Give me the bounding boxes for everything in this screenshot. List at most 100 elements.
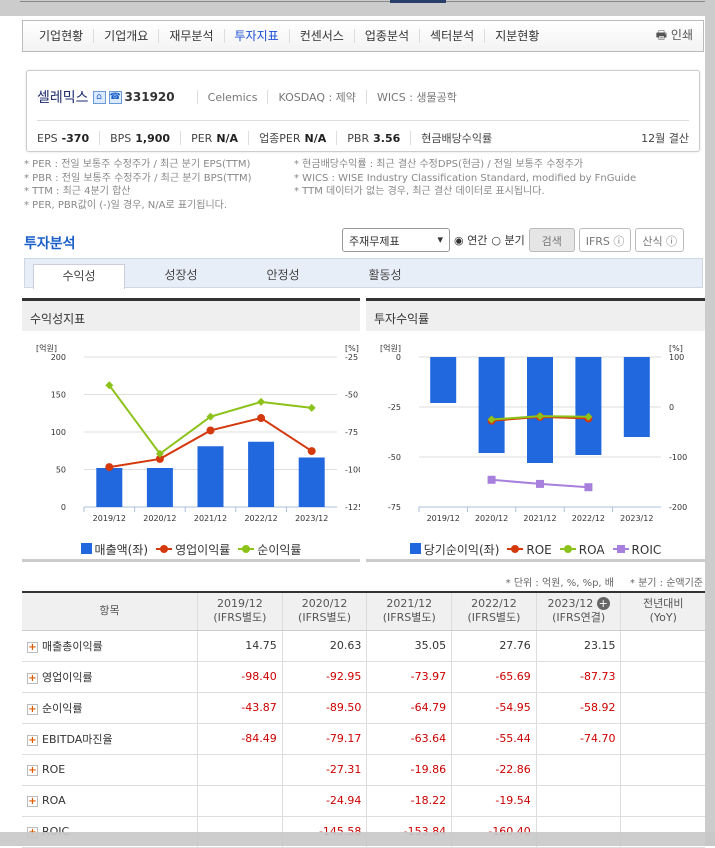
y-right-tick: -50 bbox=[345, 391, 358, 400]
expand-icon[interactable]: + bbox=[27, 734, 38, 746]
expand-icon[interactable]: + bbox=[596, 597, 610, 611]
note: * 현금배당수익률 : 최근 결산 수정DPS(현금) / 전일 보통주 수정주… bbox=[294, 159, 584, 170]
expand-icon[interactable]: + bbox=[27, 796, 38, 807]
y-right-unit: [%] bbox=[345, 344, 359, 353]
radio-label: 분기 bbox=[504, 234, 525, 247]
help-icon: ⓘ bbox=[613, 235, 625, 248]
nav-item-active[interactable]: 투자지표 bbox=[225, 29, 290, 43]
statement-select[interactable]: 주재무제표 ▾ bbox=[342, 228, 450, 252]
table-row: + 매출총이익률 14.75 20.63 35.05 27.76 23.15 bbox=[22, 630, 705, 662]
legend-label: 당기순이익(좌) bbox=[423, 543, 500, 557]
header-line: 2020/12 bbox=[301, 597, 348, 611]
header-line: 2022/12 bbox=[471, 597, 517, 611]
nav-item[interactable]: 재무분석 bbox=[159, 29, 225, 43]
expand-icon[interactable]: + bbox=[27, 641, 38, 653]
tab-activity[interactable]: 활동성 bbox=[368, 268, 402, 282]
row-label: ROA bbox=[42, 794, 66, 807]
value-cell: -43.87 bbox=[197, 692, 283, 724]
point bbox=[536, 412, 544, 421]
metric: 현금배당수익률 bbox=[421, 130, 496, 146]
radio-label: 연간 bbox=[467, 234, 488, 247]
fiscal-month: 12월 결산 bbox=[641, 132, 689, 145]
phone-icon[interactable]: ☎ bbox=[108, 90, 122, 104]
legend-label: 영업이익률 bbox=[175, 543, 231, 557]
nav-item[interactable]: 컨센서스 bbox=[290, 29, 355, 43]
wics: WICS : 생물공학 bbox=[376, 91, 457, 104]
ifrs-help-button[interactable]: IFRS ⓘ bbox=[578, 228, 632, 252]
legend-item[interactable]: 당기순이익(좌) bbox=[409, 541, 500, 558]
legend-label: ROE bbox=[526, 542, 552, 557]
metric-value: N/A bbox=[304, 132, 327, 145]
header-sub: (IFRS별도) bbox=[382, 611, 436, 625]
table-row: + 순이익률 -43.87 -89.50 -64.79 -54.95 -58.92 bbox=[22, 692, 705, 724]
metric: PER N/A bbox=[191, 132, 238, 145]
select-value: 주재무제표 bbox=[349, 235, 400, 248]
table-row: + ROE -27.31 -19.86 -22.86 bbox=[22, 754, 705, 786]
nav-item[interactable]: 섹터분석 bbox=[420, 29, 486, 43]
value-cell: 35.05 bbox=[366, 630, 452, 662]
formula-help-button[interactable]: 산식 ⓘ bbox=[635, 228, 685, 252]
legend-item[interactable]: 영업이익률 bbox=[156, 541, 230, 558]
nav-item[interactable]: 기업개요 bbox=[94, 29, 160, 43]
help-icon: ⓘ bbox=[666, 235, 678, 248]
stock-code: 331920 bbox=[124, 90, 175, 104]
legend-item[interactable]: ROA bbox=[559, 541, 605, 558]
legend-item[interactable]: ROE bbox=[507, 541, 552, 558]
point bbox=[206, 412, 215, 421]
radio-annual[interactable]: ◉ 연간 bbox=[454, 234, 488, 247]
table-row: + EBITDA마진율 -84.49 -79.17 -63.64 -55.44 -74.70 bbox=[22, 723, 705, 755]
legend-label: 순이익률 bbox=[257, 543, 302, 557]
value-cell: 20.63 bbox=[281, 630, 367, 662]
nav-item[interactable]: 기업현황 bbox=[29, 29, 95, 43]
value-cell: 27.76 bbox=[451, 630, 537, 662]
notes: * PER : 전일 보통주 수정주가 / 최근 분기 EPS(TTM) * P… bbox=[24, 158, 636, 212]
legend-item[interactable]: ROIC bbox=[612, 541, 661, 558]
print-label: 인쇄 bbox=[670, 27, 693, 42]
point bbox=[584, 483, 593, 492]
value-cell: -64.79 bbox=[366, 692, 452, 724]
legend-item[interactable]: 순이익률 bbox=[238, 541, 301, 558]
column-header: 2023/12 + (IFRS연결) bbox=[535, 592, 621, 631]
header-sub: (IFRS별도) bbox=[298, 611, 352, 625]
ratio-table: 항목 2019/12 (IFRS별도) 2020/12 (IFRS별도) 2021/12(… bbox=[22, 591, 705, 848]
note: * TTM : 최근 4분기 합산 bbox=[24, 186, 131, 197]
y-left-tick: 50 bbox=[56, 466, 66, 475]
expand-icon[interactable]: + bbox=[27, 672, 38, 684]
column-header: 2019/12 (IFRS별도) bbox=[197, 592, 283, 631]
column-header: 2020/12 (IFRS별도) bbox=[281, 592, 367, 631]
profitability-chart: [억원] [%] 200 -25 150 -50 100 -75 50 -100 0 -125 2019… bbox=[36, 343, 363, 523]
header-sub: (IFRS별도) bbox=[467, 611, 521, 625]
y-left-tick: -75 bbox=[388, 503, 401, 512]
chevron-down-icon: ▾ bbox=[437, 233, 443, 246]
note: * TTM 데이터가 없는 경우, 최근 결산 데이터로 표시됩니다. bbox=[294, 186, 545, 197]
print-button[interactable]: 🖶 인쇄 bbox=[656, 26, 693, 47]
x-tick: 2022/12 bbox=[244, 514, 277, 523]
nav-item[interactable]: 업종분석 bbox=[355, 29, 421, 43]
tab-growth[interactable]: 성장성 bbox=[164, 268, 198, 282]
radio-quarter[interactable]: ○ 분기 bbox=[491, 234, 525, 247]
value-cell: -54.95 bbox=[451, 692, 537, 724]
header-line: 항목 bbox=[99, 604, 120, 618]
value-cell: -87.73 bbox=[535, 661, 621, 693]
value-cell bbox=[535, 785, 621, 817]
company-info: 셀레믹스 ⌂ ☎ 331920 Celemics KOSDAQ : 제약 WIC… bbox=[26, 70, 700, 152]
ifrs-label: IFRS bbox=[585, 235, 610, 248]
bar bbox=[575, 357, 602, 455]
table-row: + ROA -24.94 -18.22 -19.54 bbox=[22, 785, 705, 817]
tab-profitability[interactable]: 수익성 bbox=[33, 264, 125, 289]
tab-stability[interactable]: 안정성 bbox=[266, 268, 300, 282]
search-button[interactable]: 검색 bbox=[528, 228, 575, 252]
point bbox=[487, 475, 496, 484]
printer-icon: 🖶 bbox=[655, 27, 668, 42]
home-icon[interactable]: ⌂ bbox=[92, 90, 106, 104]
value-cell: -73.97 bbox=[366, 661, 452, 693]
expand-icon[interactable]: + bbox=[27, 765, 38, 776]
bar bbox=[527, 357, 553, 463]
point bbox=[155, 454, 164, 463]
legend-item[interactable]: 매출액(좌) bbox=[80, 541, 148, 558]
header-line: 2021/12 bbox=[386, 597, 433, 611]
expand-icon[interactable]: + bbox=[27, 703, 38, 715]
scrollbar[interactable] bbox=[705, 16, 715, 846]
nav-item[interactable]: 지분현황 bbox=[495, 29, 540, 43]
market: KOSDAQ : 제약 bbox=[278, 91, 356, 104]
